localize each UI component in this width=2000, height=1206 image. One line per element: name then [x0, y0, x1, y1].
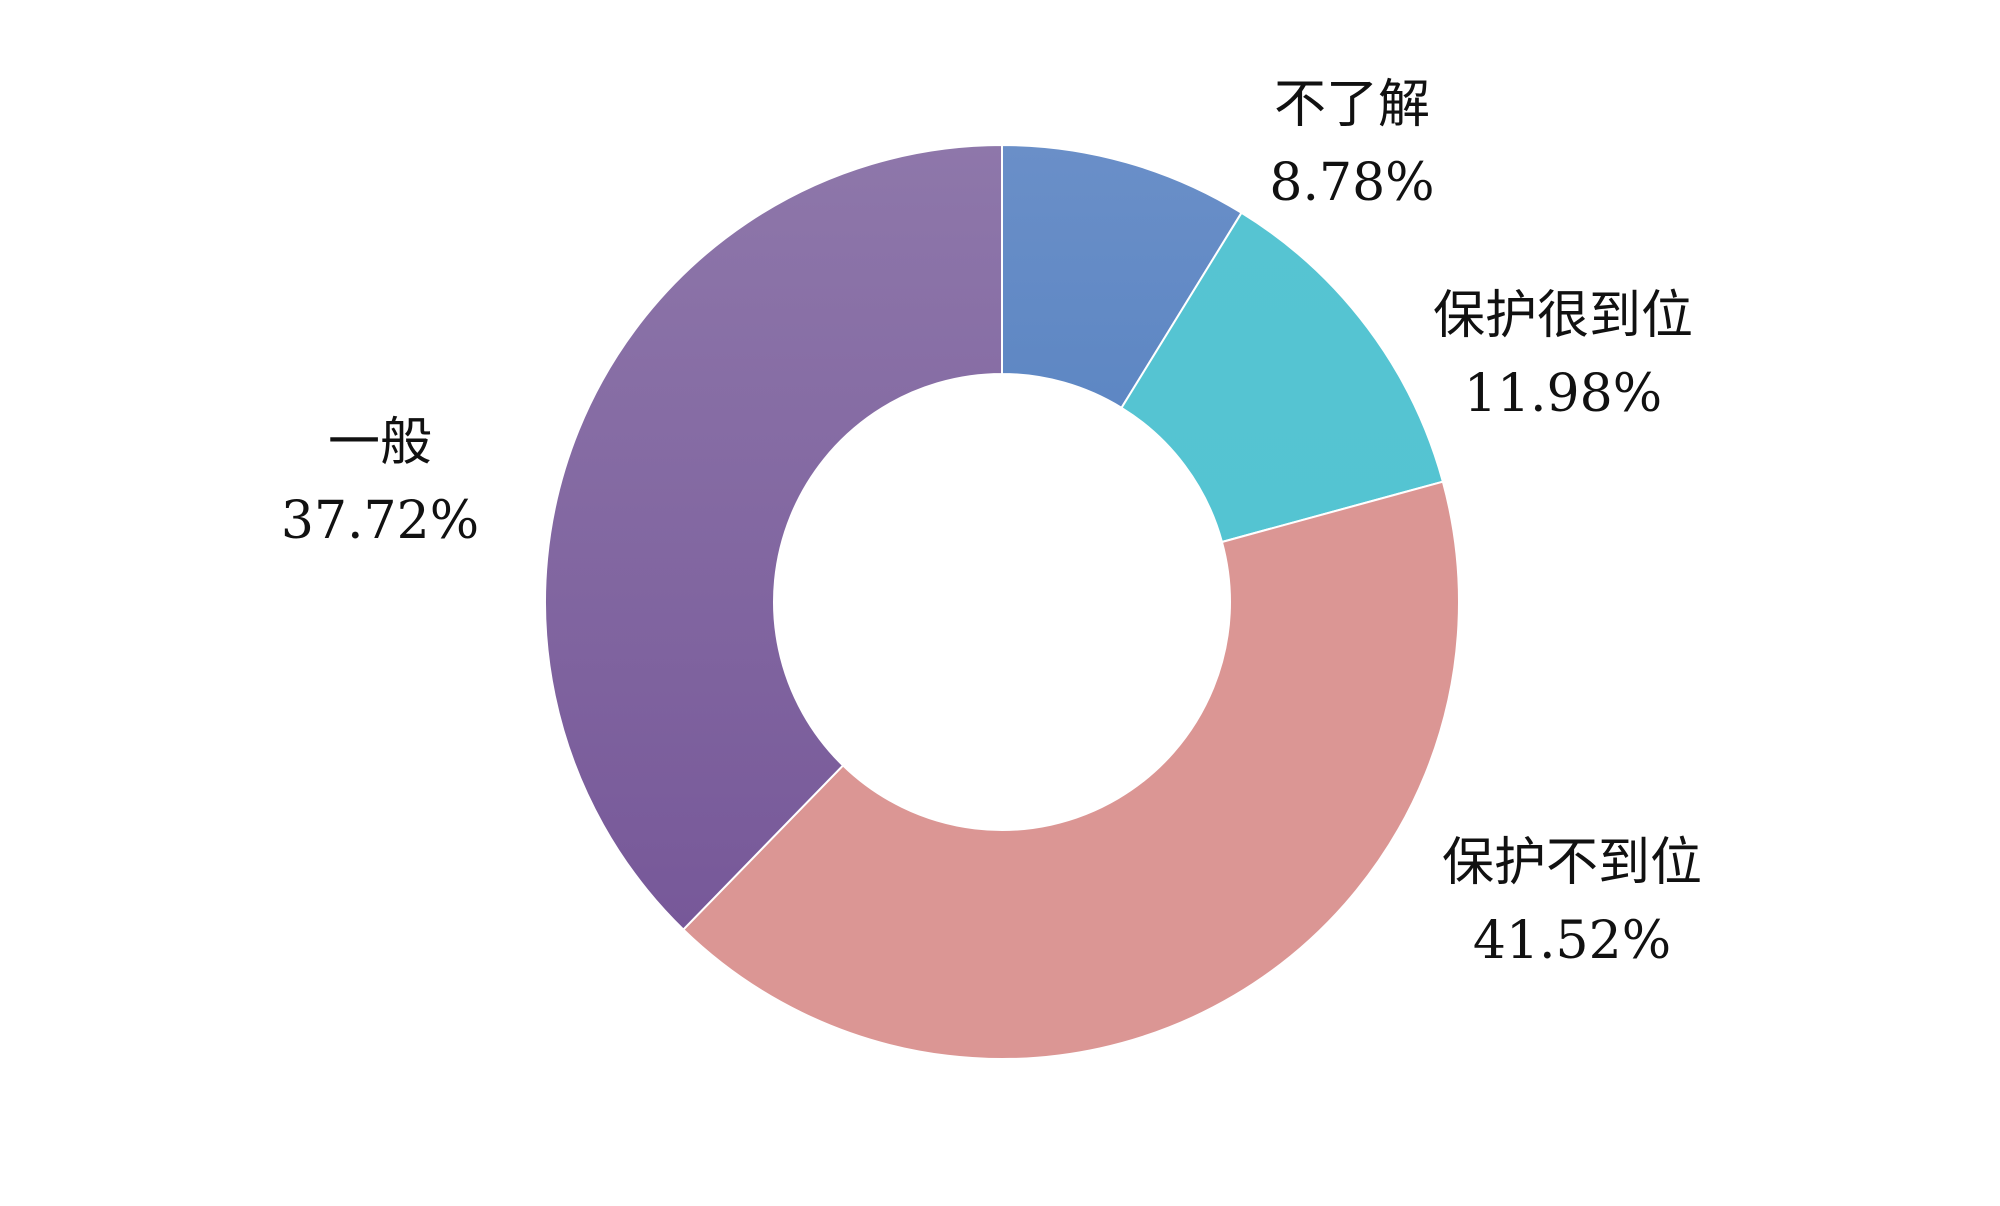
- slice-2: [1120, 211, 1445, 544]
- slice-value-label-2: 11.98%: [1464, 364, 1662, 424]
- slice-label-4: 一般: [328, 413, 432, 473]
- slice-labels: 不了解 8.78% 保护很到位 11.98% 保护不到位 41.52% 一般 37.72%: [281, 75, 1702, 971]
- slice-label-2: 保护很到位: [1433, 286, 1693, 346]
- slice-label-3: 保护不到位: [1442, 833, 1702, 893]
- slice-value-label-1: 8.78%: [1269, 153, 1434, 213]
- slice-label-1: 不了解: [1274, 75, 1430, 135]
- slice-4: [544, 143, 1003, 931]
- donut-slices: [544, 143, 1460, 1060]
- slice-1: [1001, 143, 1243, 410]
- slice-value-label-3: 41.52%: [1473, 911, 1671, 971]
- slice-3: [681, 480, 1460, 1060]
- slice-value-label-4: 37.72%: [281, 491, 479, 551]
